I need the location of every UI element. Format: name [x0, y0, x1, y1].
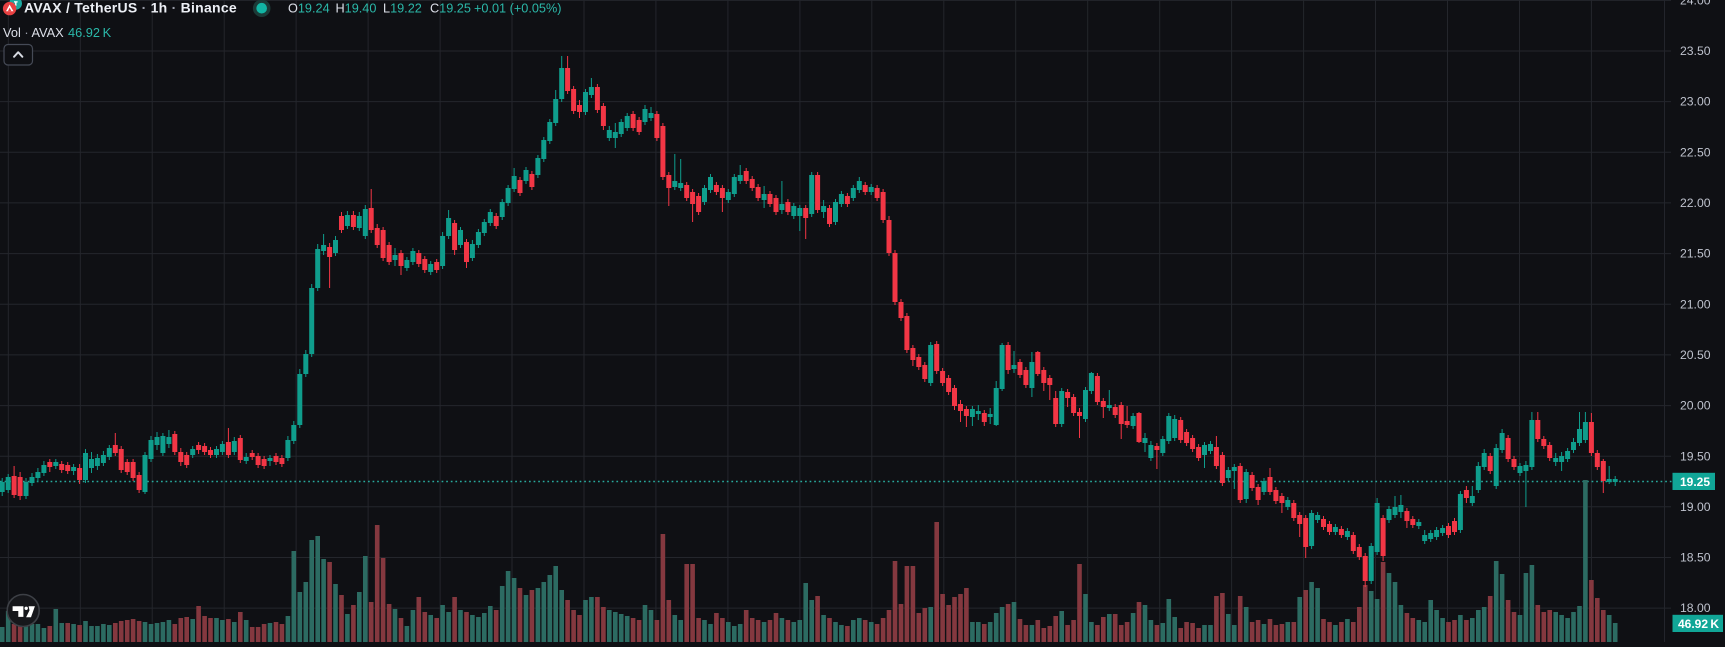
svg-text:21.00: 21.00 — [1680, 297, 1711, 311]
svg-text:18.00: 18.00 — [1680, 601, 1711, 615]
svg-text:23.50: 23.50 — [1680, 44, 1711, 58]
svg-text:AVAX / TetherUS · 1h · Binance: AVAX / TetherUS · 1h · Binance — [24, 0, 237, 16]
svg-text:24.00: 24.00 — [1680, 0, 1711, 8]
svg-text:19.25: 19.25 — [1680, 475, 1710, 489]
svg-text:C19.25: C19.25 — [430, 1, 471, 15]
svg-text:18.50: 18.50 — [1680, 551, 1711, 565]
svg-text:22.00: 22.00 — [1680, 196, 1711, 210]
svg-text:H19.40: H19.40 — [336, 1, 377, 15]
svg-text:21.50: 21.50 — [1680, 247, 1711, 261]
svg-text:+0.01 (+0.05%): +0.01 (+0.05%) — [474, 1, 561, 15]
svg-text:19.50: 19.50 — [1680, 449, 1711, 463]
svg-text:46.92 K: 46.92 K — [68, 25, 112, 40]
svg-text:20.00: 20.00 — [1680, 399, 1711, 413]
svg-text:46.92 K: 46.92 K — [1678, 617, 1719, 631]
svg-text:22.50: 22.50 — [1680, 145, 1711, 159]
svg-text:23.00: 23.00 — [1680, 95, 1711, 109]
svg-text:L19.22: L19.22 — [383, 1, 422, 15]
svg-text:20.50: 20.50 — [1680, 348, 1711, 362]
svg-text:19.00: 19.00 — [1680, 500, 1711, 514]
svg-text:O19.24: O19.24 — [288, 1, 330, 15]
svg-text:Vol · AVAX: Vol · AVAX — [3, 25, 64, 40]
